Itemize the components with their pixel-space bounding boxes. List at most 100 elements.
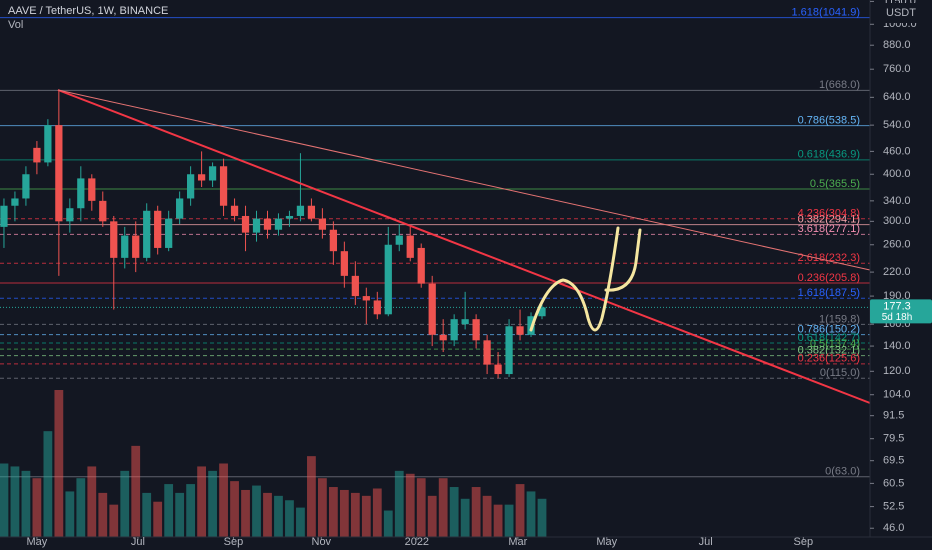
candle-body: [0, 205, 8, 227]
volume-bar: [427, 495, 437, 537]
candle-body: [187, 174, 195, 199]
candle-body: [461, 319, 469, 325]
volume-bar: [449, 487, 459, 537]
candle-body: [318, 218, 327, 230]
volume-bar: [241, 489, 250, 537]
y-tick-label: 880.0: [883, 39, 911, 51]
y-tick-label: 60.5: [883, 477, 904, 489]
candle-body: [66, 208, 74, 222]
fib-label: 0.382(294.1): [798, 213, 860, 225]
volume-bar: [76, 478, 86, 537]
y-tick-label: 79.5: [883, 433, 904, 445]
volume-bar: [120, 470, 130, 537]
last-price-box: [870, 299, 932, 324]
fib-label: 0.5(365.5): [810, 178, 860, 190]
volume-bar: [493, 504, 503, 537]
fib-label: 0.236(205.8): [798, 272, 860, 284]
last-price: 177.3: [883, 300, 911, 312]
volume-pane: [0, 390, 547, 537]
x-tick-label: May: [596, 536, 617, 548]
x-tick-label: Sep: [224, 536, 244, 548]
x-tick-label: Nov: [312, 536, 332, 548]
y-tick-label: 260.0: [883, 239, 911, 251]
drawing: [604, 228, 642, 292]
volume-bar: [186, 484, 196, 537]
volume-bar: [175, 492, 185, 537]
volume-bar: [274, 495, 283, 537]
y-tick-label: 220.0: [883, 266, 911, 278]
volume-bar: [219, 463, 228, 537]
volume-bar: [208, 470, 217, 537]
candle-body: [362, 296, 370, 301]
price-axis: [870, 0, 932, 550]
fib-label: 0(115.0): [820, 367, 860, 379]
candle-body: [241, 215, 250, 233]
x-tick-label: Mar: [508, 536, 527, 548]
trend-line: [57, 89, 871, 404]
candle-body: [110, 221, 118, 258]
volume-bar: [515, 484, 525, 537]
volume-bar: [98, 492, 108, 537]
candle-body: [450, 319, 458, 341]
fib-label: 1.618(1041.9): [792, 6, 861, 18]
candle-body: [494, 364, 502, 375]
chart-title: AAVE / TetherUS, 1W, BINANCE: [8, 5, 168, 17]
volume-bar: [350, 492, 360, 537]
candle-body: [132, 235, 140, 258]
volume-bar: [109, 504, 119, 537]
volume-bar: [526, 491, 536, 537]
volume-bar: [43, 431, 53, 537]
candle-body: [538, 307, 546, 317]
volume-bar: [263, 492, 272, 537]
volume-bar: [307, 456, 316, 537]
volume-bar: [328, 487, 338, 537]
fib-label: 0.618(142.7): [798, 332, 860, 344]
countdown: 5d 18h: [882, 312, 913, 323]
fib-label: 0.236(125.6): [798, 353, 860, 365]
candle-body: [154, 210, 162, 248]
axes: 1150.01000.0880.0760.0640.0540.0460.0400…: [27, 0, 917, 548]
y-tick-label: 460.0: [883, 145, 911, 157]
candle-body: [219, 166, 228, 206]
candle-body: [208, 166, 217, 181]
candle-body: [121, 235, 129, 258]
volume-bar: [416, 478, 426, 537]
volume-bar: [164, 484, 174, 537]
y-tick-label: 540.0: [883, 119, 911, 131]
candle-body: [329, 229, 337, 252]
candle-body: [230, 205, 239, 216]
volume-bar: [65, 491, 75, 537]
candle-body: [33, 147, 41, 163]
y-tick-label: 300.0: [883, 215, 911, 227]
volume-bar: [394, 470, 404, 537]
volume-bar: [372, 488, 382, 537]
volume-bar: [153, 501, 163, 537]
candle-body: [99, 200, 107, 222]
volume-bar: [54, 390, 64, 537]
candle-body: [11, 198, 19, 206]
x-tick-label: Jul: [131, 536, 145, 548]
y-tick-label: 120.0: [883, 365, 911, 377]
candle-body: [165, 218, 173, 248]
volume-bar: [142, 492, 152, 537]
y-tick-label: 340.0: [883, 195, 911, 207]
candle-body: [274, 218, 283, 230]
trend-line: [57, 89, 871, 271]
y-tick-label: 91.5: [883, 410, 904, 422]
candle-body: [472, 319, 480, 341]
volume-bar: [361, 495, 371, 537]
candle-body: [77, 178, 85, 209]
volume-label: Vol: [8, 19, 23, 31]
volume-bar: [10, 466, 20, 537]
volume-bar: [131, 445, 141, 537]
candle-body: [88, 178, 96, 201]
candle-body: [22, 174, 30, 199]
candle-body: [417, 247, 425, 284]
y-tick-label: 104.0: [883, 389, 911, 401]
candle-body: [406, 235, 414, 258]
fib-label: 4.236(304.8): [798, 208, 860, 220]
candle-body: [373, 300, 381, 315]
fib-label: 3.618(277.1): [798, 223, 860, 235]
